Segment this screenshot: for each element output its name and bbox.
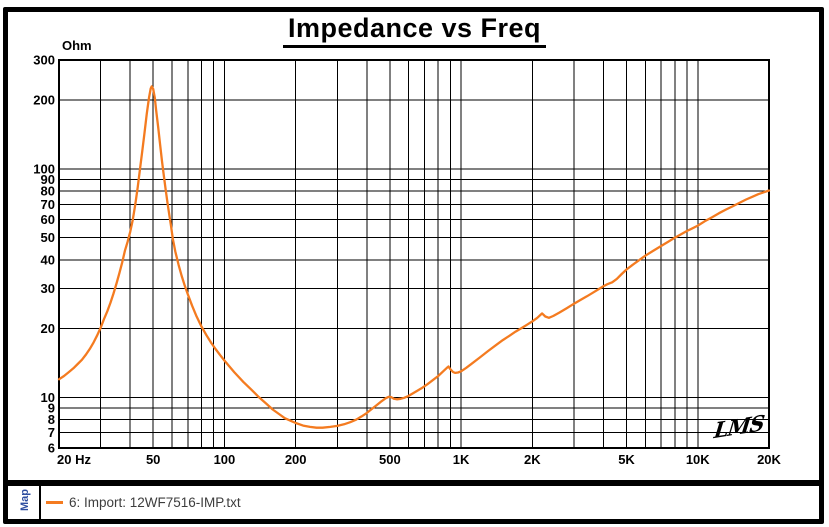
x-tick-label: 5K [618, 452, 635, 467]
y-tick-label: 70 [41, 197, 55, 212]
y-tick-label: 80 [41, 184, 55, 199]
y-tick-label: 30 [41, 281, 55, 296]
map-divider [39, 486, 41, 519]
y-tick-label: 200 [33, 93, 55, 108]
map-tab[interactable]: Map [8, 486, 39, 519]
y-tick-label: 8 [48, 412, 55, 427]
y-tick-label: 10 [41, 390, 55, 405]
x-tick-label: 1K [453, 452, 470, 467]
y-tick-label: 40 [41, 252, 55, 267]
chart-title: Impedance vs Freq [282, 13, 547, 48]
y-tick-label: 9 [48, 400, 55, 415]
y-tick-label: 20 [41, 321, 55, 336]
x-tick-label: 20K [757, 452, 781, 467]
y-axis-unit-label: Ohm [62, 38, 92, 53]
y-tick-label: 7 [48, 425, 55, 440]
y-tick-label: 50 [41, 230, 55, 245]
legend-strip: Map 6: Import: 12WF7516-IMP.txt [8, 486, 819, 519]
legend-entry[interactable]: 6: Import: 12WF7516-IMP.txt [46, 486, 241, 519]
map-tab-label: Map [19, 489, 31, 511]
x-tick-label: 500 [379, 452, 401, 467]
y-tick-label: 90 [41, 172, 55, 187]
legend-entry-label: 6: Import: 12WF7516-IMP.txt [69, 495, 241, 510]
x-tick-label: 100 [214, 452, 236, 467]
x-tick-label: 2K [524, 452, 541, 467]
y-tick-label: 60 [41, 212, 55, 227]
legend-curve-swatch [46, 501, 63, 504]
y-tick-label: 300 [33, 53, 55, 68]
chart-legend-separator [8, 480, 819, 486]
y-tick-label: 6 [48, 441, 55, 456]
x-tick-label: 20 Hz [57, 452, 91, 467]
x-tick-label: 50 [146, 452, 160, 467]
x-tick-label: 200 [285, 452, 307, 467]
plot-border [58, 59, 770, 449]
x-tick-label: 10K [686, 452, 710, 467]
impedance-curve [57, 85, 771, 429]
chart-title-wrap: Impedance vs Freq [0, 13, 829, 48]
y-tick-label: 100 [33, 161, 55, 176]
